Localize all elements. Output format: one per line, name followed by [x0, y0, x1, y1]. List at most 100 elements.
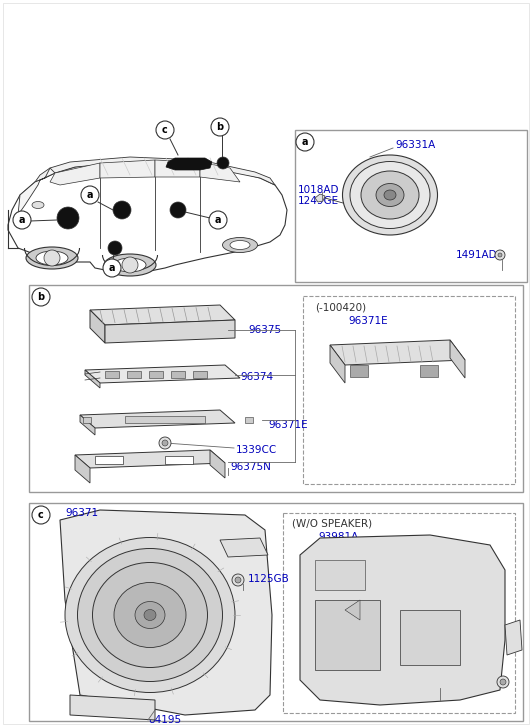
Ellipse shape — [144, 609, 156, 621]
Circle shape — [170, 202, 186, 218]
Ellipse shape — [230, 241, 250, 249]
Circle shape — [32, 288, 50, 306]
Text: 96371E: 96371E — [268, 420, 307, 430]
Polygon shape — [155, 160, 200, 177]
Circle shape — [232, 574, 244, 586]
Bar — [29, 285, 523, 492]
Polygon shape — [60, 510, 272, 715]
Bar — [165, 456, 193, 464]
Circle shape — [296, 133, 314, 151]
Text: (W/O SPEAKER): (W/O SPEAKER) — [292, 518, 372, 528]
Bar — [171, 371, 185, 378]
Polygon shape — [220, 538, 268, 557]
Ellipse shape — [93, 563, 207, 667]
Text: 96374: 96374 — [240, 372, 273, 382]
Bar — [420, 365, 438, 377]
Bar — [315, 560, 365, 590]
Polygon shape — [210, 450, 225, 478]
Ellipse shape — [26, 247, 78, 269]
Polygon shape — [100, 160, 155, 178]
Ellipse shape — [343, 155, 437, 235]
Text: c: c — [38, 510, 44, 520]
Bar — [105, 371, 119, 378]
Ellipse shape — [114, 258, 146, 272]
Polygon shape — [8, 162, 287, 275]
Polygon shape — [315, 194, 325, 202]
Circle shape — [497, 676, 509, 688]
Bar — [295, 130, 527, 282]
Circle shape — [81, 186, 99, 204]
Polygon shape — [85, 370, 100, 388]
Circle shape — [156, 121, 174, 139]
Ellipse shape — [376, 183, 404, 206]
Ellipse shape — [350, 161, 430, 228]
Text: 96371: 96371 — [65, 508, 98, 518]
Text: 84195: 84195 — [148, 715, 181, 725]
Circle shape — [235, 577, 241, 583]
Polygon shape — [330, 345, 345, 383]
Bar — [83, 417, 91, 423]
Bar — [125, 416, 205, 423]
Ellipse shape — [384, 190, 396, 200]
Polygon shape — [50, 163, 100, 185]
Text: 1249GE: 1249GE — [298, 196, 339, 206]
Text: c: c — [162, 125, 168, 135]
Text: 96331A: 96331A — [395, 140, 435, 150]
Polygon shape — [18, 168, 55, 215]
Circle shape — [57, 207, 79, 229]
Circle shape — [498, 253, 502, 257]
Ellipse shape — [78, 548, 222, 681]
Ellipse shape — [36, 251, 68, 265]
Polygon shape — [166, 158, 212, 170]
Polygon shape — [300, 535, 505, 705]
Text: a: a — [302, 137, 308, 147]
Polygon shape — [505, 620, 522, 655]
Ellipse shape — [65, 537, 235, 693]
Bar — [303, 296, 515, 484]
Circle shape — [500, 679, 506, 685]
Polygon shape — [80, 415, 95, 435]
Text: 86590: 86590 — [438, 685, 471, 695]
Circle shape — [32, 506, 50, 524]
Bar — [149, 371, 163, 378]
Circle shape — [122, 257, 138, 273]
Text: 96371E: 96371E — [348, 316, 388, 326]
Polygon shape — [345, 600, 360, 620]
Polygon shape — [330, 340, 465, 365]
Bar — [315, 600, 380, 670]
Text: 1491AD: 1491AD — [456, 250, 497, 260]
Bar — [29, 503, 523, 721]
Bar — [245, 417, 253, 423]
Polygon shape — [450, 340, 465, 378]
Ellipse shape — [135, 601, 165, 629]
Text: 93981A: 93981A — [318, 532, 358, 542]
Ellipse shape — [222, 238, 257, 252]
Circle shape — [209, 211, 227, 229]
Bar — [350, 365, 368, 377]
Circle shape — [13, 211, 31, 229]
Ellipse shape — [32, 201, 44, 209]
Circle shape — [103, 259, 121, 277]
Polygon shape — [85, 365, 240, 383]
Circle shape — [217, 157, 229, 169]
Text: 1018AD: 1018AD — [298, 185, 339, 195]
Text: 96375N: 96375N — [230, 462, 271, 472]
Polygon shape — [35, 157, 275, 185]
Text: (-100420): (-100420) — [315, 303, 366, 313]
Circle shape — [44, 250, 60, 266]
Text: a: a — [215, 215, 221, 225]
Polygon shape — [90, 305, 235, 325]
Polygon shape — [105, 320, 235, 343]
Polygon shape — [75, 455, 90, 483]
Text: 96375: 96375 — [248, 325, 281, 335]
Text: a: a — [19, 215, 25, 225]
Ellipse shape — [361, 171, 419, 219]
Polygon shape — [200, 162, 240, 182]
Bar — [400, 610, 460, 665]
Circle shape — [159, 437, 171, 449]
Ellipse shape — [114, 582, 186, 648]
Bar — [127, 371, 141, 378]
Bar — [283, 513, 515, 713]
Polygon shape — [70, 695, 155, 720]
Polygon shape — [90, 310, 105, 343]
